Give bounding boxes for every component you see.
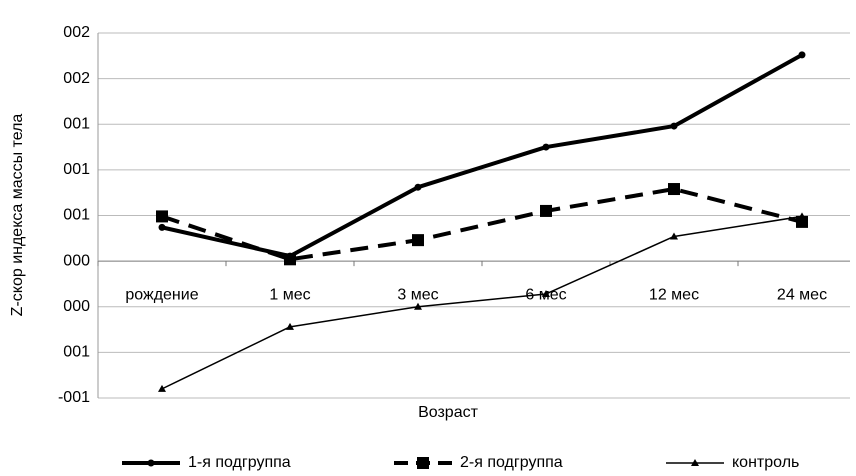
data-point <box>670 232 678 240</box>
y-tick-label: 002 <box>63 24 90 41</box>
data-point <box>668 183 680 196</box>
legend-marker <box>147 459 155 467</box>
y-tick-label: -001 <box>58 389 90 406</box>
y-tick-label: 001 <box>63 207 90 224</box>
y-tick-label: 001 <box>63 161 90 178</box>
data-point <box>286 322 294 330</box>
x-tick-label: 1 мес <box>269 286 310 303</box>
data-point <box>542 143 550 151</box>
data-point <box>670 122 678 130</box>
legend-marker <box>417 457 429 469</box>
data-point <box>414 302 422 310</box>
legend-label: 1-я подгруппа <box>188 454 291 471</box>
x-tick-label: 3 мес <box>397 286 438 303</box>
legend-label: контроль <box>732 454 799 471</box>
data-point <box>798 212 806 220</box>
x-tick-label: рождение <box>125 286 198 303</box>
data-point <box>542 289 550 297</box>
y-tick-label: 002 <box>63 70 90 87</box>
legend-label: 2-я подгруппа <box>460 454 563 471</box>
series-line <box>161 215 803 390</box>
data-point <box>158 384 166 392</box>
data-point <box>156 210 168 223</box>
y-tick-label: 000 <box>63 252 90 269</box>
y-tick-label: 001 <box>63 344 90 361</box>
legend-marker <box>691 459 699 466</box>
data-point <box>284 253 296 266</box>
x-axis-title: Возраст <box>418 404 479 421</box>
y-axis-title: Z-скор индекса массы тела <box>9 114 26 317</box>
data-point <box>158 223 166 231</box>
y-tick-label: 001 <box>63 115 90 132</box>
y-tick-label: 000 <box>63 298 90 315</box>
data-point <box>540 204 552 217</box>
x-tick-label: 12 мес <box>649 286 699 303</box>
series-line <box>161 187 803 262</box>
series-line <box>161 53 803 259</box>
data-point <box>412 234 424 247</box>
data-point <box>414 183 422 191</box>
data-point <box>798 51 806 59</box>
x-tick-label: 24 мес <box>777 286 827 303</box>
